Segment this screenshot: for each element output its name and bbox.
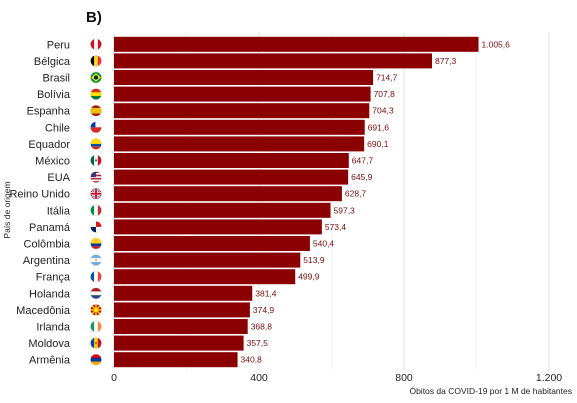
- bar: [114, 319, 248, 334]
- y-tick-label: Itália: [47, 205, 71, 217]
- netherlands-flag-icon: [90, 287, 102, 300]
- bar: [114, 202, 331, 218]
- spain-flag-icon: [90, 104, 102, 117]
- bar: [114, 136, 365, 152]
- value-label: 1.005,6: [482, 39, 511, 49]
- bar: [114, 352, 238, 368]
- bar: [114, 335, 244, 351]
- chile-flag-icon: [90, 121, 102, 134]
- flags: [90, 38, 102, 366]
- value-label: 381,4: [255, 288, 277, 298]
- bar: [114, 285, 253, 301]
- value-label: 540,4: [313, 239, 335, 249]
- value-label: 691,6: [368, 122, 390, 132]
- bar: [114, 219, 322, 235]
- y-tick-labels: Peru Bélgica Brasil Bolívia Espanha Chile Equa…: [9, 39, 70, 366]
- value-label: 374,9: [253, 305, 275, 315]
- y-tick-label: Peru: [47, 39, 70, 51]
- y-tick-label: Argentina: [23, 255, 71, 267]
- bar: [114, 153, 349, 168]
- armenia-flag-icon: [90, 353, 102, 366]
- colombia-flag-icon: [90, 237, 102, 250]
- value-label: 645,9: [351, 172, 373, 182]
- ecuador-flag-icon: [90, 138, 102, 150]
- value-label: 647,7: [352, 156, 374, 166]
- y-tick-label: França: [36, 272, 71, 284]
- bar: [114, 53, 433, 69]
- y-tick-label: Espanha: [27, 106, 71, 118]
- value-label: 628,7: [345, 189, 367, 199]
- value-label: 368,8: [251, 322, 273, 332]
- ireland-flag-icon: [90, 320, 102, 333]
- value-labels: 1.005,6 877,3 714,7 707,8 704,3 691,6 690,1 647…: [241, 39, 511, 364]
- bar: [114, 269, 296, 285]
- moldova-flag-icon: [90, 337, 102, 349]
- value-label: 877,3: [435, 56, 457, 66]
- peru-flag-icon: [90, 38, 102, 51]
- y-axis-title: País de origem: [2, 181, 12, 238]
- value-label: 499,9: [298, 272, 320, 282]
- bar: [114, 86, 371, 102]
- x-tick-label: 400: [250, 372, 268, 384]
- y-tick-label: Armênia: [29, 355, 71, 367]
- y-tick-label: EUA: [47, 172, 70, 184]
- value-label: 707,8: [374, 89, 396, 99]
- value-label: 714,7: [376, 73, 398, 83]
- panel-label: B): [86, 9, 102, 26]
- bar: [114, 302, 250, 318]
- y-tick-label: Panamá: [29, 222, 71, 234]
- value-label: 573,4: [325, 222, 347, 232]
- x-tick-label: 800: [395, 372, 413, 384]
- usa-flag-icon: [90, 171, 102, 183]
- italy-flag-icon: [90, 204, 102, 217]
- value-label: 690,1: [367, 139, 389, 149]
- france-flag-icon: [90, 270, 102, 283]
- y-tick-label: Colômbia: [24, 239, 71, 251]
- mexico-flag-icon: [90, 154, 102, 167]
- bar: [114, 186, 342, 202]
- bar: [114, 119, 365, 135]
- y-tick-label: Irlanda: [36, 322, 71, 334]
- bolivia-flag-icon: [90, 88, 102, 100]
- panama-flag-icon: [90, 221, 102, 233]
- x-tick-label: 1.200: [536, 372, 562, 384]
- value-label: 597,3: [334, 205, 356, 215]
- brazil-flag-icon: [90, 71, 102, 84]
- x-tick-labels: 0 400 800 1.200: [111, 372, 562, 384]
- x-axis-title: Óbitos da COVID-19 por 1 M de habitantes: [409, 386, 572, 396]
- x-tick-label: 0: [111, 372, 117, 384]
- y-tick-label: Reino Unido: [9, 189, 70, 201]
- y-tick-label: Macedônia: [16, 305, 71, 317]
- y-tick-label: Chile: [45, 122, 70, 134]
- uk-flag-icon: [90, 187, 102, 200]
- value-label: 513,9: [303, 255, 325, 265]
- bar: [114, 169, 349, 185]
- y-tick-label: México: [35, 156, 70, 168]
- value-label: 704,3: [372, 106, 394, 116]
- north-macedonia-flag-icon: [90, 304, 102, 316]
- y-tick-label: Bolívia: [37, 89, 71, 101]
- bar: [114, 103, 370, 119]
- value-label: 340,8: [241, 355, 263, 365]
- y-tick-label: Holanda: [29, 288, 71, 300]
- y-tick-label: Brasil: [42, 73, 70, 85]
- y-tick-label: Bélgica: [34, 56, 71, 68]
- bar: [114, 70, 374, 85]
- bars: [114, 36, 479, 368]
- argentina-flag-icon: [90, 254, 102, 266]
- bar: [114, 236, 310, 251]
- bar: [114, 252, 301, 268]
- y-tick-label: Moldova: [28, 338, 70, 350]
- belgium-flag-icon: [90, 55, 102, 67]
- bar: [114, 36, 479, 52]
- y-tick-label: Equador: [28, 139, 70, 151]
- value-label: 357,5: [247, 338, 269, 348]
